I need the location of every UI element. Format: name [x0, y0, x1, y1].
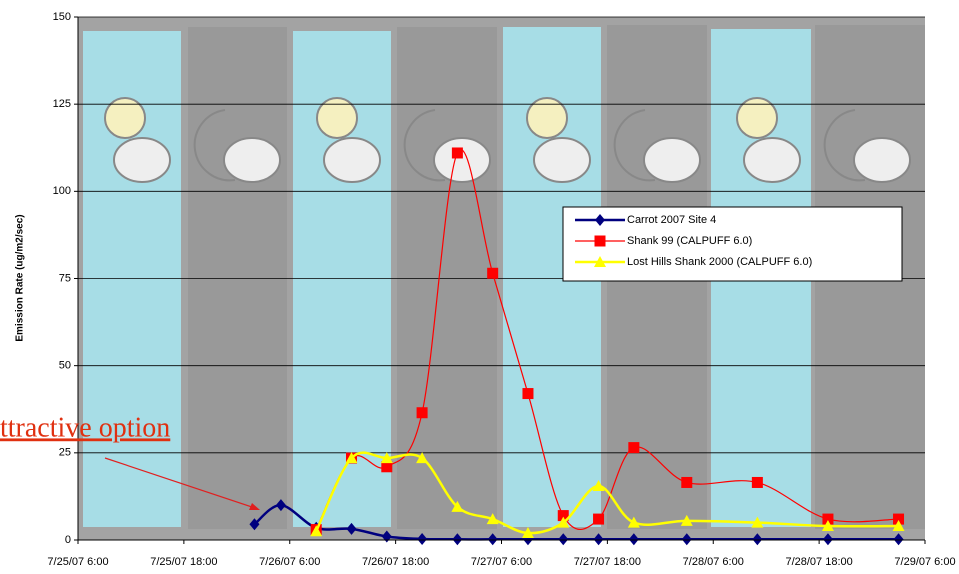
legend-label: Shank 99 (CALPUFF 6.0) — [627, 235, 752, 247]
marker — [417, 408, 427, 418]
x-tick-label: 7/26/07 6:00 — [259, 556, 320, 568]
marker — [452, 148, 462, 158]
marker — [682, 477, 692, 487]
y-tick-label: 150 — [53, 11, 71, 23]
chart: Emission Rate (ug/m2/sec) ttractive opti… — [0, 0, 959, 569]
y-axis-label: Emission Rate (ug/m2/sec) — [15, 214, 26, 341]
legend-label: Lost Hills Shank 2000 (CALPUFF 6.0) — [627, 256, 812, 268]
marker — [752, 477, 762, 487]
annotation: ttractive option — [0, 412, 170, 443]
x-tick-label: 7/25/07 6:00 — [47, 556, 108, 568]
x-tick-label: 7/27/07 18:00 — [574, 556, 641, 568]
x-tick-label: 7/25/07 18:00 — [150, 556, 217, 568]
marker — [488, 268, 498, 278]
marker — [595, 236, 605, 246]
x-tick-label: 7/27/07 6:00 — [471, 556, 532, 568]
x-tick-label: 7/28/07 6:00 — [683, 556, 744, 568]
x-tick-label: 7/28/07 18:00 — [785, 556, 852, 568]
x-tick-label: 7/26/07 18:00 — [362, 556, 429, 568]
y-tick-label: 100 — [53, 185, 71, 197]
x-tick-label: 7/29/07 6:00 — [894, 556, 955, 568]
y-tick-label: 125 — [53, 98, 71, 110]
y-tick-label: 0 — [65, 534, 71, 546]
marker — [523, 389, 533, 399]
legend-label: Carrot 2007 Site 4 — [627, 214, 716, 226]
y-tick-label: 75 — [59, 272, 71, 284]
y-tick-label: 50 — [59, 360, 71, 372]
marker — [629, 443, 639, 453]
y-tick-label: 25 — [59, 447, 71, 459]
marker — [594, 514, 604, 524]
marker — [382, 462, 392, 472]
